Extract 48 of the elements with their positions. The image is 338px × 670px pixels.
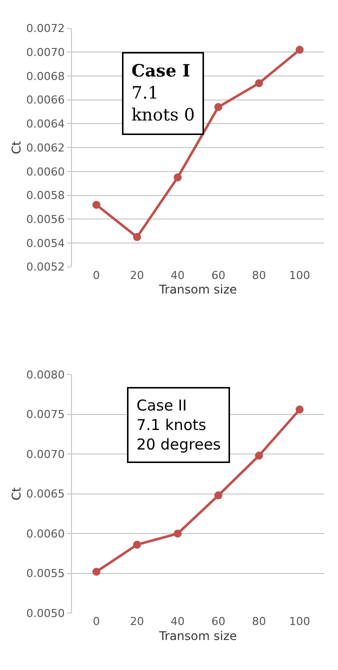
point <box>296 46 304 54</box>
y-axis-title: Ct <box>10 140 24 154</box>
y-tick-label: 0.0075 <box>26 408 65 422</box>
y-tick-label: 0.0065 <box>26 488 65 501</box>
y-tick-label: 0.0060 <box>26 165 65 178</box>
x-tick-label: 20 <box>130 615 144 628</box>
x-tick-label: 0 <box>92 268 100 282</box>
y-tick-label: 0.0066 <box>26 94 65 107</box>
y-tick-label: 0.0064 <box>26 118 65 131</box>
y-tick-label: 0.0068 <box>26 70 65 83</box>
x-tick-label: 100 <box>289 615 310 628</box>
x-axis-title: Transom size <box>158 282 237 297</box>
y-tick-label: 0.0062 <box>26 141 65 154</box>
y-tick-label: 0.0056 <box>26 212 65 226</box>
y-tick-label: 0.0070 <box>26 448 65 461</box>
point <box>133 540 142 549</box>
point <box>214 491 222 500</box>
y-tick-label: 0.0072 <box>26 22 65 36</box>
y-tick-label: 0.0070 <box>26 46 65 60</box>
point <box>92 200 100 209</box>
point <box>133 233 142 242</box>
point <box>254 79 263 88</box>
annotation: Case II 7.1 knots 20 degrees <box>136 396 221 454</box>
x-tick-label: 20 <box>130 268 144 282</box>
point <box>92 568 100 576</box>
point <box>254 452 263 460</box>
x-axis-title: Transom size <box>158 628 237 643</box>
y-tick-label: 0.0052 <box>26 260 65 274</box>
y-tick-label: 0.0050 <box>26 606 65 620</box>
point <box>214 103 222 112</box>
y-tick-label: 0.0054 <box>26 236 65 250</box>
x-tick-label: 40 <box>170 615 185 628</box>
x-tick-label: 60 <box>211 268 226 282</box>
y-tick-label: 0.0058 <box>26 189 65 202</box>
x-tick-label: 40 <box>170 268 185 282</box>
point <box>296 406 304 414</box>
y-tick-label: 0.0080 <box>26 368 65 382</box>
point <box>174 173 182 182</box>
x-tick-label: 60 <box>211 615 226 628</box>
x-tick-label: 80 <box>252 615 266 628</box>
annotation: Case I 7.1 knots 0 <box>132 62 195 126</box>
point <box>174 530 182 538</box>
y-tick-label: 0.0055 <box>26 567 65 580</box>
y-axis-title: Ct <box>10 486 24 500</box>
y-tick-label: 0.0060 <box>26 527 65 540</box>
x-tick-label: 100 <box>289 268 310 282</box>
x-tick-label: 80 <box>252 268 266 282</box>
x-tick-label: 0 <box>92 615 100 628</box>
